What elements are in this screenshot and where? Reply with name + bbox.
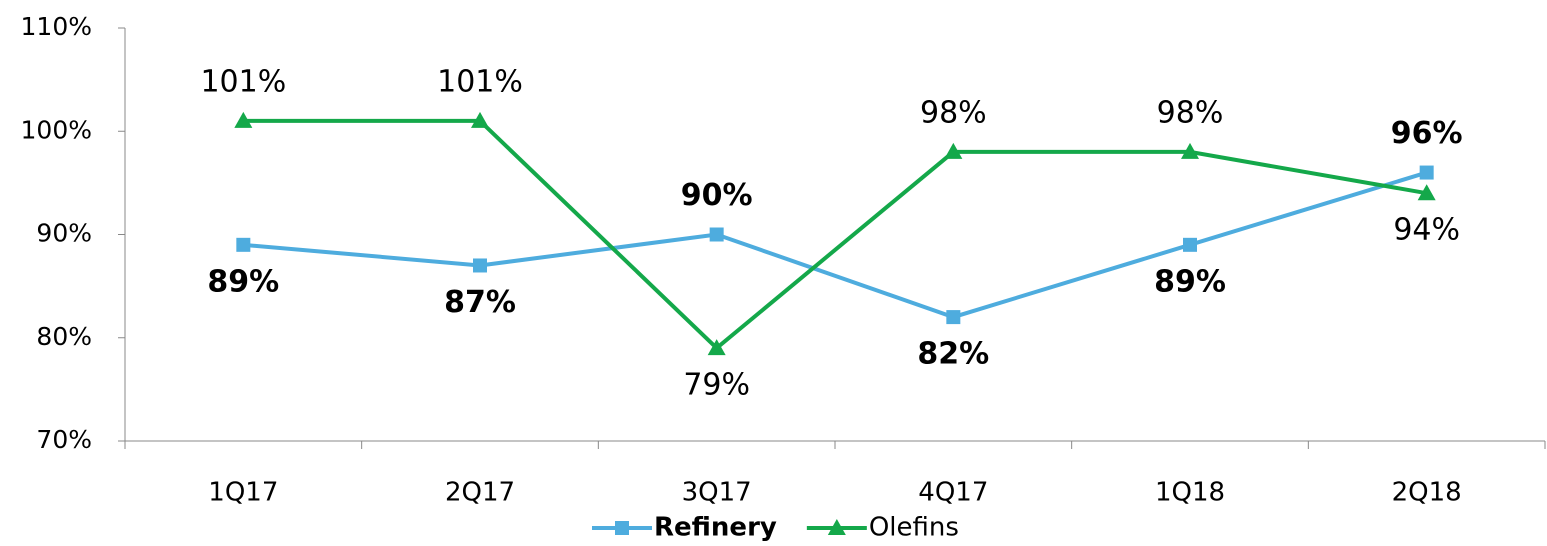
point [473,258,487,273]
data-label: 89% [1154,264,1226,299]
data-label: 101% [437,64,523,99]
point [944,142,963,159]
point [1181,142,1199,159]
legend-label: Refinery [654,513,777,543]
x-tick-label: 4Q17 [918,478,988,508]
data-label: 89% [207,264,279,299]
x-tick-label: 2Q17 [445,478,515,508]
y-tick-label: 100% [21,115,92,144]
point [827,519,846,535]
y-tick-label: 110% [21,12,92,41]
point [1183,237,1197,252]
data-label: 96% [1391,116,1463,151]
x-tick-label: 1Q17 [208,478,278,508]
point [709,227,724,242]
data-label: 82% [917,337,989,372]
data-label: 79% [683,368,750,403]
x-tick-label: 1Q18 [1155,478,1225,508]
point [471,111,489,128]
series-line [243,118,1428,351]
point [615,521,629,535]
point [1417,184,1436,201]
y-tick-label: 70% [36,425,92,454]
legend-label: Olefins [869,513,959,543]
point [1419,165,1434,180]
data-label: 98% [1157,95,1224,130]
y-tick-label: 90% [36,219,92,248]
x-tick-label: 3Q17 [682,478,752,508]
data-label: 101% [200,64,286,99]
point [236,237,251,252]
data-label: 90% [681,178,753,213]
point [234,111,253,128]
series-line [243,170,1428,320]
x-tick-label: 2Q18 [1392,478,1462,508]
point [946,310,961,325]
data-label: 87% [444,285,516,320]
data-label: 98% [920,95,987,130]
point [707,339,726,356]
data-label: 94% [1393,213,1460,248]
y-tick-label: 80% [36,322,92,351]
